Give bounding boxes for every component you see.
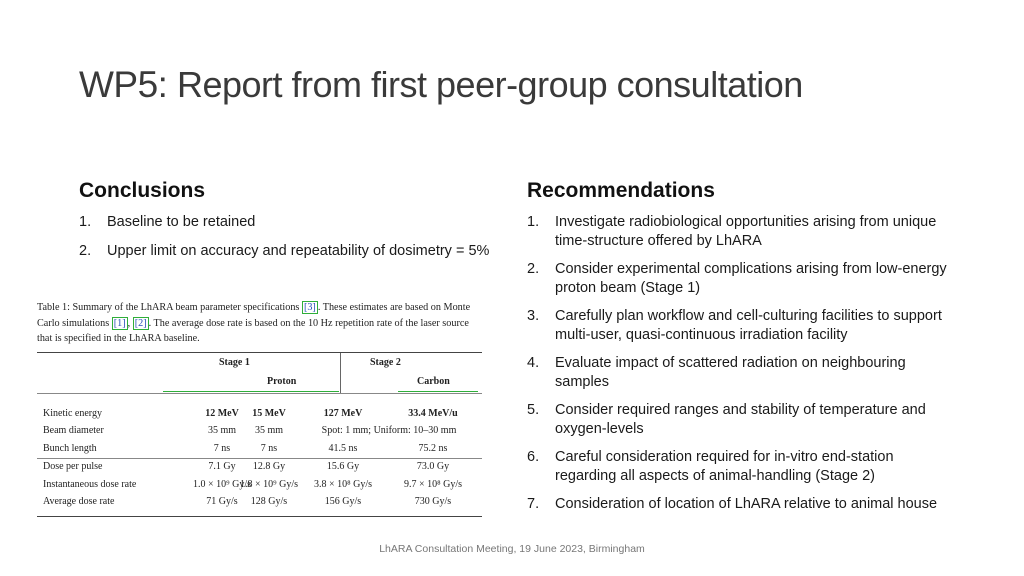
item-text: Carefully plan workflow and cell-culturi… (555, 308, 942, 343)
item-number: 1. (527, 214, 540, 230)
table-row: Instantaneous dose rate 1.0 × 10⁹ Gy/s 1.8… (37, 477, 482, 495)
list-item: 3. Carefully plan workflow and cell-cultu… (527, 307, 947, 344)
table-row: Kinetic energy 12 MeV 15 MeV 127 MeV 33.4 Me… (37, 406, 482, 424)
table-row: Average dose rate 71 Gy/s 128 Gy/s 156 Gy/s… (37, 494, 482, 512)
cell: 35 mm (207, 425, 237, 436)
row-label: Instantaneous dose rate (43, 478, 137, 490)
stage2-header: Stage 2 (370, 356, 401, 368)
cell: 1.0 × 10⁹ Gy/s (192, 478, 252, 490)
item-number: 5. (527, 402, 540, 418)
list-item: 2. Upper limit on accuracy and repeatabil… (79, 242, 499, 261)
table-header: Stage 1 Stage 2 Proton Carbon (37, 352, 482, 393)
caption-text: . The average dose rate is based on the … (37, 317, 469, 345)
row-rule (37, 458, 482, 459)
row-label: Dose per pulse (43, 461, 103, 472)
list-item: 1. Baseline to be retained (79, 213, 499, 232)
cell: 3.8 × 10⁸ Gy/s (313, 478, 373, 490)
table-top-rule (37, 351, 482, 353)
slide-title: WP5: Report from first peer-group consul… (79, 64, 803, 106)
list-item: 2. Consider experimental complications ar… (527, 260, 947, 297)
row-label: Kinetic energy (43, 407, 102, 419)
cell: 73.0 Gy (416, 461, 450, 472)
item-text: Careful consideration required for in-vi… (555, 449, 894, 484)
item-text: Consider experimental complications aris… (555, 261, 947, 296)
list-item: 5. Consider required ranges and stability… (527, 401, 947, 438)
beam-parameter-table: Table 1: Summary of the LhARA beam param… (37, 300, 482, 517)
row-label: Beam diameter (43, 425, 104, 436)
recommendations-list: 1. Investigate radiobiological opportunit… (527, 213, 947, 524)
table-row: Beam diameter 35 mm 35 mm Spot: 1 mm; Unifo… (37, 423, 482, 441)
table-bottom-rule (37, 515, 482, 517)
cell: 9.7 × 10⁸ Gy/s (403, 478, 463, 490)
cell: 75.2 ns (418, 442, 448, 454)
cell: 41.5 ns (328, 442, 358, 454)
cell: 7 ns (260, 442, 278, 454)
item-number: 6. (527, 449, 540, 465)
cell: 1.8 × 10⁹ Gy/s (239, 478, 299, 490)
item-text: Consideration of location of LhARA relat… (555, 496, 938, 512)
item-number: 4. (527, 355, 540, 371)
cell: 15.6 Gy (326, 461, 360, 472)
title-prefix: WP5: (79, 64, 168, 105)
item-number: 2. (527, 261, 540, 277)
cell: 156 Gy/s (324, 496, 362, 507)
table-caption: Table 1: Summary of the LhARA beam param… (37, 300, 482, 347)
caption-text: Table 1: Summary of the LhARA beam param… (37, 302, 302, 313)
header-rule (37, 392, 482, 394)
list-item: 4. Evaluate impact of scattered radiation… (527, 354, 947, 391)
recommendations-heading: Recommendations (527, 179, 715, 202)
conclusions-list: 1. Baseline to be retained 2. Upper limit … (79, 213, 499, 270)
proton-header: Proton (267, 375, 297, 387)
citation-link[interactable]: [3] (301, 301, 318, 314)
caption-text: . These estimates are based on Monte Car… (37, 302, 471, 329)
cell: 7 ns (213, 442, 231, 454)
item-number: 1. (79, 214, 92, 230)
cell: 730 Gy/s (414, 496, 452, 507)
list-item: 6. Careful consideration required for in-… (527, 448, 947, 485)
stage-header-row: Stage 1 Stage 2 (37, 353, 482, 373)
item-text: Baseline to be retained (107, 214, 256, 230)
table-row: Bunch length 7 ns 7 ns 41.5 ns 75.2 ns (37, 441, 482, 459)
caption-text: , (127, 317, 133, 329)
item-text: Investigate radiobiological opportunitie… (555, 214, 937, 249)
citation-link[interactable]: [2] (132, 316, 149, 330)
cell: 71 Gy/s (206, 496, 238, 507)
cell: 128 Gy/s (250, 496, 288, 507)
particle-header-row: Proton Carbon (37, 373, 482, 393)
item-text: Evaluate impact of scattered radiation o… (555, 355, 906, 390)
stage-separator (340, 352, 341, 393)
row-label: Average dose rate (43, 496, 115, 507)
cell: Spot: 1 mm; Uniform: 10–30 mm (321, 425, 457, 436)
cell: 33.4 MeV/u (408, 407, 458, 419)
list-item: 7. Consideration of location of LhARA rel… (527, 495, 947, 514)
proton-underline (163, 390, 339, 392)
cell: 12.8 Gy (252, 461, 286, 472)
cell: 127 MeV (323, 407, 363, 419)
row-label: Bunch length (43, 442, 97, 454)
item-text: Upper limit on accuracy and repeatabilit… (107, 242, 490, 259)
cell: 7.1 Gy (208, 461, 236, 472)
citation-link[interactable]: [1] (111, 316, 128, 330)
table-row: Dose per pulse 7.1 Gy 12.8 Gy 15.6 Gy 73.0 G… (37, 459, 482, 477)
carbon-header: Carbon (417, 375, 450, 387)
cell: 12 MeV (205, 407, 239, 419)
item-number: 2. (79, 242, 92, 259)
conclusions-heading: Conclusions (79, 179, 206, 202)
title-rest: Report from first peer-group consultatio… (167, 64, 803, 105)
carbon-underline (398, 390, 478, 392)
item-number: 3. (527, 308, 540, 324)
item-number: 7. (527, 496, 540, 512)
slide-footer: LhARA Consultation Meeting, 19 June 2023… (379, 543, 645, 555)
cell: 35 mm (254, 425, 284, 436)
cell: 15 MeV (252, 407, 286, 419)
stage1-header: Stage 1 (219, 356, 250, 368)
item-text: Consider required ranges and stability o… (555, 402, 926, 437)
list-item: 1. Investigate radiobiological opportunit… (527, 213, 947, 250)
